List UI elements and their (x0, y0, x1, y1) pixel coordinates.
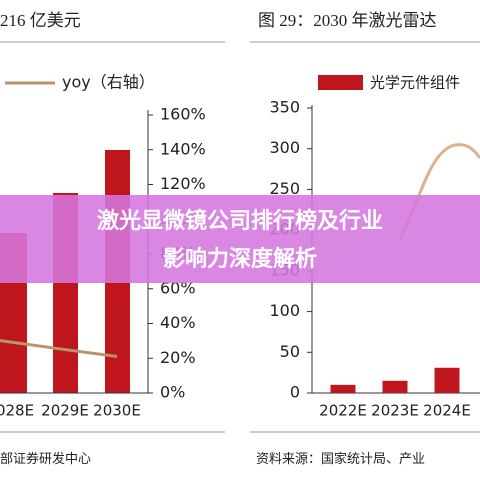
bar (382, 380, 408, 393)
y2-tick-label: 160% (160, 105, 206, 124)
line (0, 339, 118, 358)
y-tick-label: 250 (269, 179, 300, 198)
overlay-title: 激光显微镜公司排行榜及行业 (97, 208, 383, 234)
chart-title: 图 29：2030 年激光雷达 (258, 11, 437, 30)
overlay-title: 影响力深度解析 (163, 246, 317, 272)
legend-swatch (318, 75, 363, 90)
source: 资料来源：国家统计局、产业 (256, 451, 425, 466)
y-tick-label: 100 (269, 301, 300, 320)
x-tick-label: 2023E (371, 402, 419, 420)
legend-label: yoy（右轴） (62, 73, 155, 92)
y2-tick-label: 140% (160, 139, 206, 158)
bar (434, 367, 460, 393)
source: 部证券研发中心 (0, 451, 91, 466)
x-tick-label: 2030E (93, 402, 141, 420)
y-tick-label: 0 (290, 383, 300, 402)
y2-tick-label: 40% (160, 313, 196, 332)
y2-tick-label: 120% (160, 174, 206, 193)
bar (330, 384, 356, 393)
y-tick-label: 50 (280, 342, 300, 361)
y-tick-label: 300 (269, 138, 300, 157)
y-tick-label: 350 (269, 98, 300, 117)
x-tick-label: 2029E (41, 402, 89, 420)
x-tick-label: 028E (0, 402, 34, 420)
x-tick-label: 2024E (423, 402, 471, 420)
y2-tick-label: 20% (160, 348, 196, 367)
chart-title: 216 亿美元 (0, 11, 81, 30)
y2-tick-label: 0% (160, 383, 185, 402)
legend-label: 光学元件组件 (370, 74, 460, 92)
overlay-band (0, 195, 480, 283)
x-tick-label: 2022E (319, 402, 367, 420)
